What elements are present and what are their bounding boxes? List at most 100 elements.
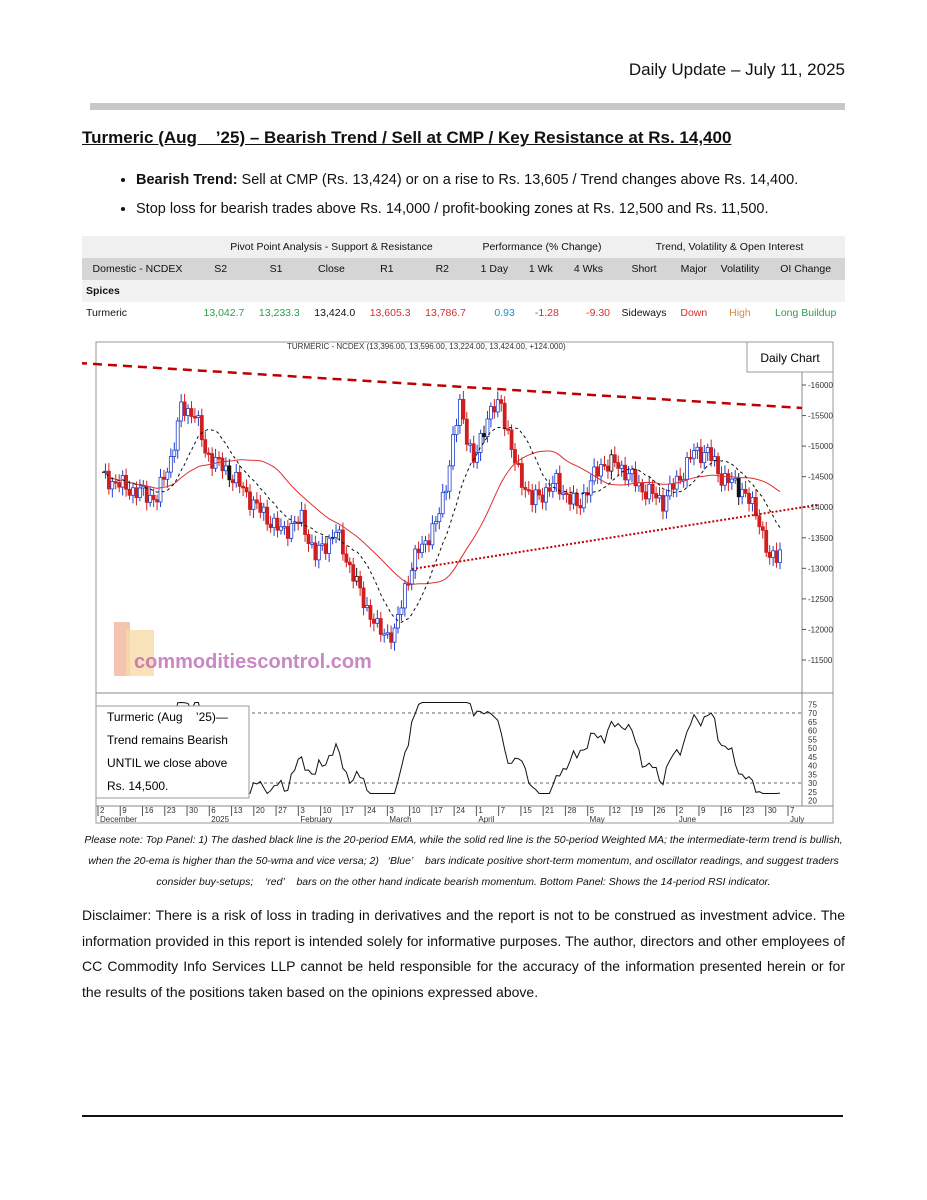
recommendation-text: Stop loss for bearish trades above Rs. 1… xyxy=(136,201,769,217)
date-tick-label: 6 xyxy=(211,806,216,815)
candle-body xyxy=(599,464,603,477)
candle-body xyxy=(575,493,579,506)
month-label: July xyxy=(790,815,804,824)
candle-body xyxy=(630,469,634,475)
col-header: Close xyxy=(303,258,360,280)
candle-body xyxy=(210,453,215,469)
col-header: 4 Wks xyxy=(562,258,615,280)
rsi-tick-label: 40 xyxy=(808,762,817,771)
price-tick-label: -15000 xyxy=(808,442,833,451)
candle-body xyxy=(151,494,156,501)
candle-body xyxy=(616,462,621,469)
rsi-tick-label: 35 xyxy=(808,770,817,779)
candle-body xyxy=(137,487,142,499)
candle-body xyxy=(261,506,266,513)
candle-body xyxy=(454,425,459,436)
candle-body xyxy=(671,483,676,490)
candle-body xyxy=(519,463,524,488)
rsi-tick-label: 70 xyxy=(808,709,817,718)
candle-body xyxy=(237,471,242,487)
candle-body xyxy=(134,487,139,499)
candle-body xyxy=(275,517,280,531)
col-header: S1 xyxy=(248,258,304,280)
candle-body xyxy=(234,471,239,484)
watermark-logo xyxy=(126,630,154,676)
candle-body xyxy=(351,564,356,582)
col-header: Domestic - NCDEX xyxy=(82,258,193,280)
date-tick-label: 10 xyxy=(412,806,421,815)
candle-body xyxy=(612,454,617,463)
candle-body xyxy=(279,526,283,531)
candle-body xyxy=(179,401,184,422)
candle-body xyxy=(716,456,720,475)
candle-body xyxy=(495,399,500,413)
rsi-tick-label: 20 xyxy=(808,797,817,806)
candle-body xyxy=(423,540,428,545)
candle-body xyxy=(602,464,607,467)
candle-body xyxy=(172,449,177,457)
candle-body xyxy=(341,529,345,555)
candle-body xyxy=(327,537,332,554)
candle-body xyxy=(127,488,132,496)
date-tick-label: 9 xyxy=(701,806,706,815)
cell-r1: 13,605.3 xyxy=(369,307,411,319)
candle-body xyxy=(747,492,751,504)
price-tick-label: -14500 xyxy=(808,473,833,482)
candle-body xyxy=(571,493,576,505)
candle-body xyxy=(433,521,438,525)
candle-body xyxy=(754,497,758,517)
candle-body xyxy=(206,452,211,455)
candle-body xyxy=(640,482,645,493)
candle-body xyxy=(509,429,514,450)
price-tick-label: -16000 xyxy=(808,381,833,390)
candle-body xyxy=(399,607,404,615)
candle-body xyxy=(385,632,390,635)
candle-body xyxy=(489,406,493,420)
footer-rule xyxy=(82,1115,843,1117)
month-label: May xyxy=(590,815,605,824)
candle-body xyxy=(310,542,314,545)
candle-body xyxy=(148,494,153,503)
candle-body xyxy=(729,478,734,484)
candle-body xyxy=(392,627,397,643)
candle-body xyxy=(698,446,703,464)
callout-box xyxy=(95,705,250,799)
candle-body xyxy=(106,470,111,490)
price-tick-label: -13000 xyxy=(808,564,833,573)
candle-body xyxy=(685,457,689,480)
candle-body xyxy=(636,482,641,487)
candle-body xyxy=(117,482,122,488)
rsi-tick-label: 60 xyxy=(808,727,817,736)
candle-body xyxy=(358,576,363,589)
date-tick-label: 16 xyxy=(723,806,732,815)
candle-body xyxy=(168,456,173,473)
rsi-tick-label: 30 xyxy=(808,779,817,788)
rsi-tick-label: 75 xyxy=(808,700,817,709)
cell-1day: 0.93 xyxy=(494,307,515,319)
col-header: S2 xyxy=(192,258,249,280)
candle-body xyxy=(193,416,197,419)
date-tick-label: 3 xyxy=(389,806,394,815)
cell-close: 13,424.0 xyxy=(314,307,356,319)
group-pivot: Pivot Point Analysis - Support & Resista… xyxy=(192,236,470,258)
candle-body xyxy=(241,485,246,489)
candle-body xyxy=(657,495,662,499)
candle-body xyxy=(110,481,115,490)
candle-body xyxy=(778,549,782,563)
callout-line: UNTIL we close above xyxy=(107,756,228,770)
recommendation-item: Bearish Trend: Sell at CMP (Rs. 13,424) … xyxy=(136,170,866,190)
candle-body xyxy=(182,401,187,416)
rsi-tick-label: 45 xyxy=(808,753,817,762)
candle-body xyxy=(595,466,600,477)
date-tick-label: 12 xyxy=(612,806,621,815)
candle-body xyxy=(733,478,738,481)
price-chart: TURMERIC - NCDEX (13,396.00, 13,596.00, … xyxy=(77,338,834,824)
candle-body xyxy=(265,506,270,525)
candle-body xyxy=(461,398,466,420)
candle-body xyxy=(303,509,307,535)
date-tick-label: 2 xyxy=(679,806,684,815)
candle-body xyxy=(626,473,631,481)
candle-body xyxy=(227,465,232,481)
date-tick-label: 2 xyxy=(100,806,105,815)
candle-body xyxy=(444,490,449,494)
